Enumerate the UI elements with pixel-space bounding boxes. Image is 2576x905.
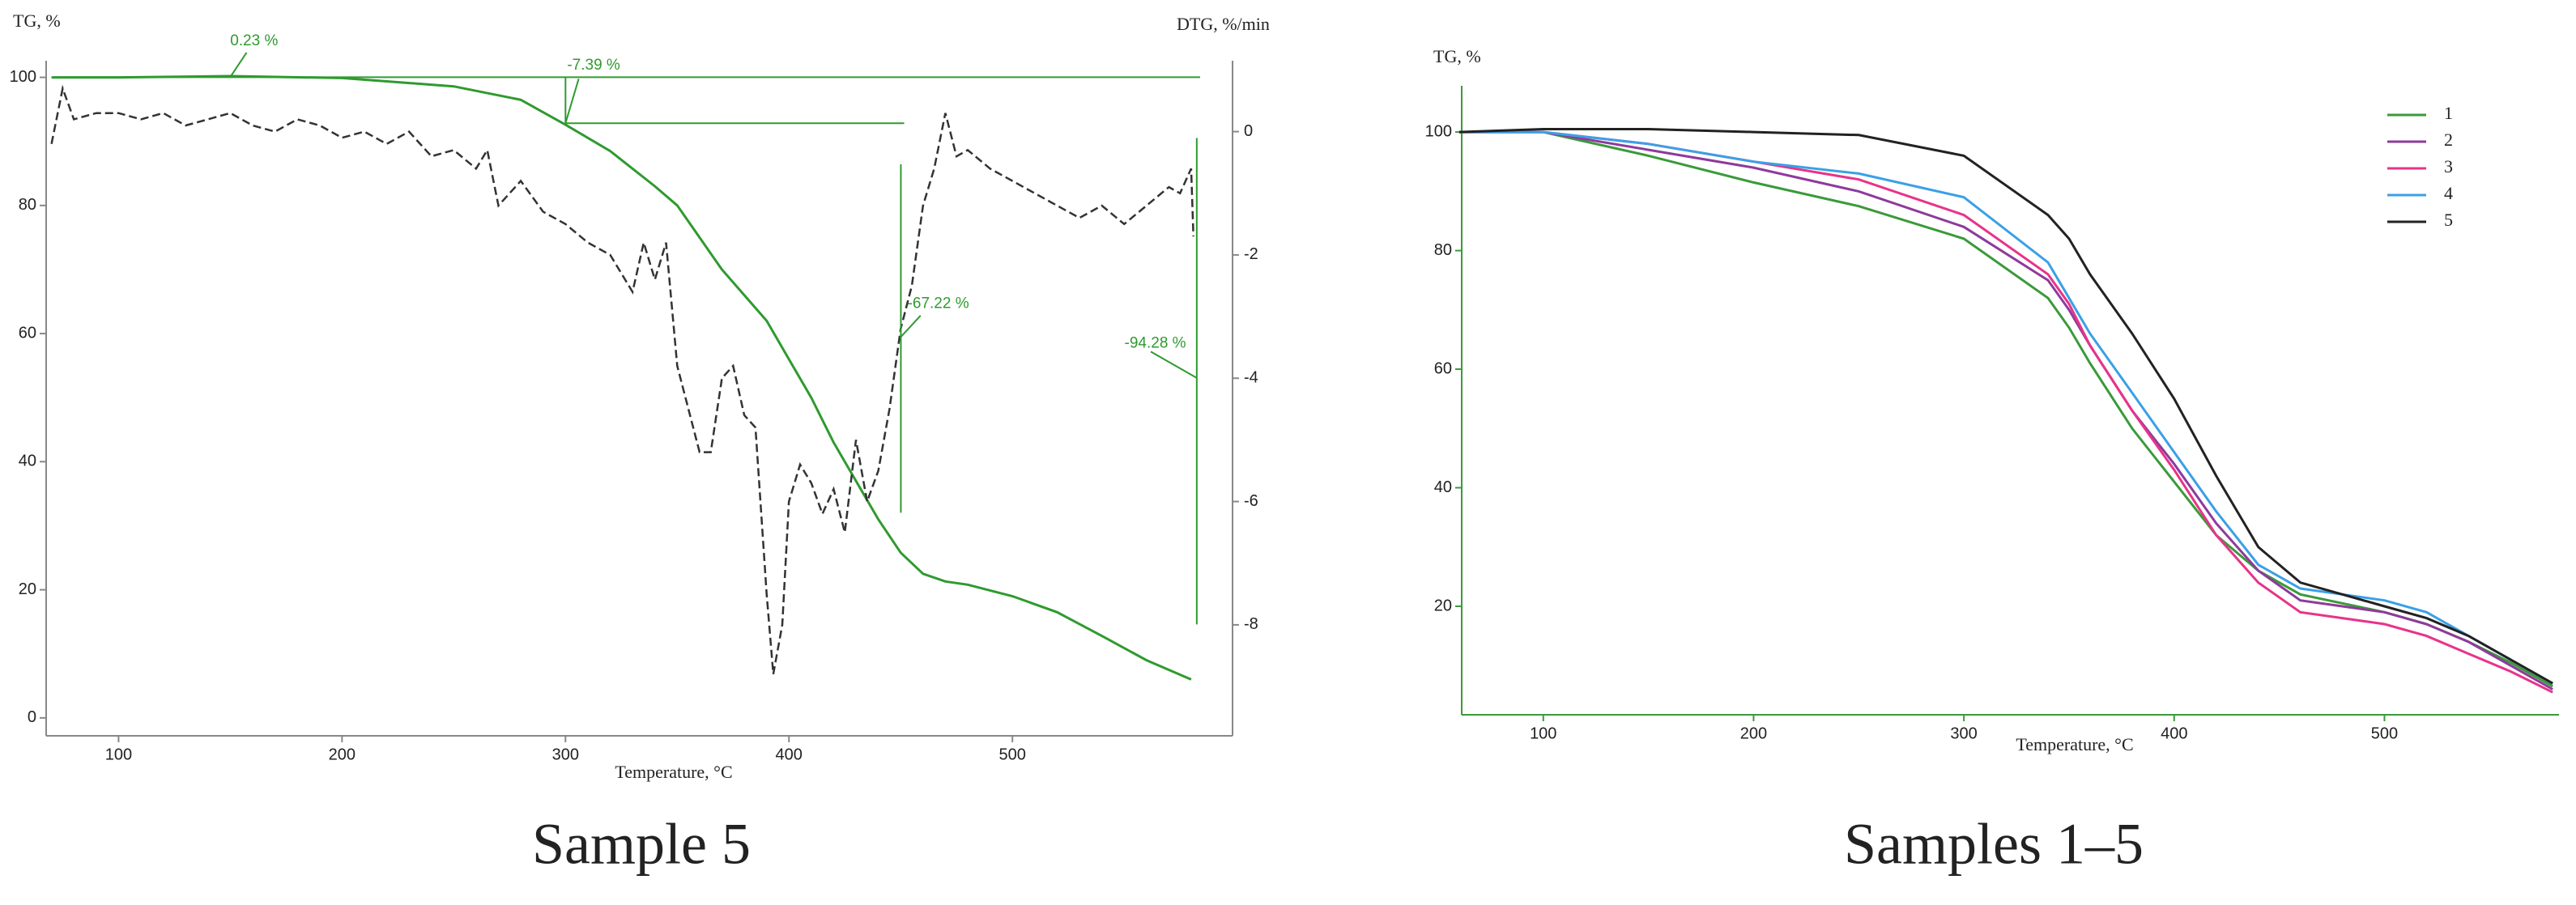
x-tick-label: 300 xyxy=(552,746,579,763)
data-line xyxy=(1458,130,2553,685)
data-line xyxy=(50,84,1194,675)
y2-tick-label: -4 xyxy=(1244,369,1258,387)
data-line xyxy=(1458,130,2553,688)
y-tick-label: 40 xyxy=(1434,478,1452,496)
y2-tick-label: -2 xyxy=(1244,245,1258,263)
x-tick-label: 500 xyxy=(2371,724,2398,742)
y-tick-label: 40 xyxy=(19,452,36,470)
y-tick-label: 0 xyxy=(28,708,36,726)
y-tick-label: 60 xyxy=(19,324,36,342)
annotation: -7.39 % xyxy=(567,57,620,74)
data-line xyxy=(1458,128,2553,685)
y-tick-label: 80 xyxy=(19,196,36,214)
annotation-line xyxy=(564,79,580,124)
x-tick-label: 400 xyxy=(2161,724,2187,742)
x-tick-label: 200 xyxy=(1740,724,1767,742)
legend-label: 1 xyxy=(2444,103,2453,123)
y2-tick-label: -6 xyxy=(1244,492,1258,510)
annotation-line xyxy=(229,52,248,78)
annotation-line xyxy=(1150,351,1198,379)
legend-label: 5 xyxy=(2444,210,2453,230)
y2-axis-title: DTG, %/min xyxy=(1177,14,1270,34)
y-tick-label: 100 xyxy=(10,68,36,86)
annotation: -94.28 % xyxy=(1125,334,1186,351)
x-tick-label: 100 xyxy=(105,746,132,763)
x-axis-title: Temperature, °C xyxy=(2016,734,2133,754)
caption: Sample 5 xyxy=(532,812,751,877)
y-tick-label: 80 xyxy=(1434,241,1452,259)
legend-label: 2 xyxy=(2444,130,2453,150)
legend-label: 4 xyxy=(2444,183,2453,203)
y2-tick-label: 0 xyxy=(1244,122,1253,140)
x-tick-label: 300 xyxy=(1950,724,1977,742)
caption: Samples 1–5 xyxy=(1844,812,2144,877)
y-tick-label: 20 xyxy=(19,580,36,598)
y-tick-label: 100 xyxy=(1425,122,1452,140)
x-tick-label: 100 xyxy=(1530,724,1556,742)
y-axis-title: TG, % xyxy=(13,11,61,31)
y2-tick-label: -8 xyxy=(1244,615,1258,633)
data-line xyxy=(1458,130,2553,690)
x-axis-title: Temperature, °C xyxy=(615,762,732,782)
x-tick-label: 500 xyxy=(999,746,1026,763)
annotation: 0.23 % xyxy=(230,32,278,49)
annotation-line xyxy=(900,315,922,338)
y-tick-label: 60 xyxy=(1434,359,1452,377)
annotation: -67.22 % xyxy=(908,295,969,312)
y-axis-title: TG, % xyxy=(1433,46,1481,66)
x-tick-label: 400 xyxy=(776,746,803,763)
x-tick-label: 200 xyxy=(329,746,356,763)
data-line xyxy=(51,74,1192,681)
legend-label: 3 xyxy=(2444,156,2453,176)
y-tick-label: 20 xyxy=(1434,597,1452,614)
